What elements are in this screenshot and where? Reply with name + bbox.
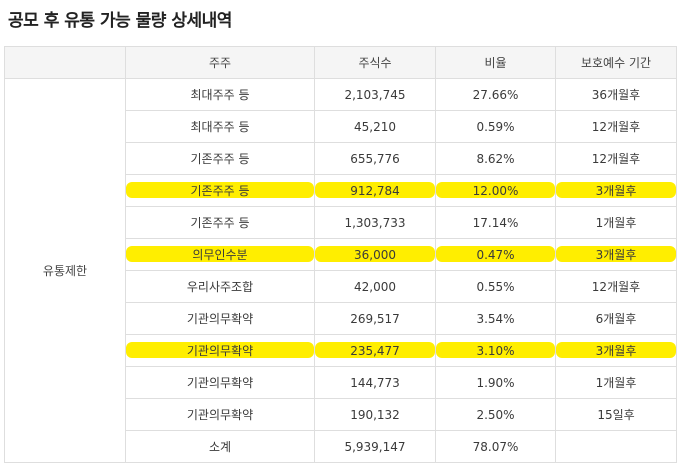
holder-cell: 기관의무확약: [125, 366, 315, 399]
shares-cell: 36,000: [314, 238, 436, 271]
shares-cell: 1,303,733: [314, 206, 436, 239]
shares-cell: 2,103,745: [314, 78, 436, 111]
period-cell: 6개월후: [555, 302, 677, 335]
table-header-row: 주주 주식수 비율 보호예수 기간: [4, 46, 677, 79]
shares-cell: 42,000: [314, 270, 436, 303]
table-row: 기존주주 등 655,776 8.62% 12개월후: [5, 142, 677, 175]
ratio-cell: 12.00%: [435, 174, 556, 207]
holder-cell: 기존주주 등: [125, 142, 315, 175]
shares-cell: 235,477: [314, 334, 436, 367]
holder-cell: 소계: [125, 430, 315, 463]
shares-cell: 655,776: [314, 142, 436, 175]
header-group: [4, 46, 126, 79]
ratio-cell: 1.90%: [435, 366, 556, 399]
ratio-cell: 0.55%: [435, 270, 556, 303]
period-cell: 12개월후: [555, 110, 677, 143]
page-title: 공모 후 유통 가능 물량 상세내역: [8, 11, 232, 31]
table-row: 우리사주조합 42,000 0.55% 12개월후: [5, 270, 677, 303]
ratio-cell: 17.14%: [435, 206, 556, 239]
ratio-cell: 27.66%: [435, 78, 556, 111]
header-period: 보호예수 기간: [555, 46, 677, 79]
shares-cell-text: 36,000: [354, 247, 396, 262]
table-row: 기관의무확약 144,773 1.90% 1개월후: [5, 366, 677, 399]
period-cell: 15일후: [555, 398, 677, 431]
table-row: 유통제한 최대주주 등 2,103,745 27.66% 36개월후: [4, 78, 677, 463]
ratio-cell: 8.62%: [435, 142, 556, 175]
shares-cell: 269,517: [314, 302, 436, 335]
period-cell-text: 3개월후: [595, 248, 637, 262]
holder-cell-text: 기관의무확약: [186, 344, 254, 358]
holder-cell: 기존주주 등: [125, 174, 315, 207]
ratio-cell-text: 3.10%: [476, 343, 515, 358]
period-cell: 3개월후: [555, 334, 677, 367]
ratio-cell: 0.47%: [435, 238, 556, 271]
shares-cell-text: 912,784: [350, 183, 400, 198]
header-shares: 주식수: [314, 46, 436, 79]
period-cell: 12개월후: [555, 142, 677, 175]
shares-cell: 190,132: [314, 398, 436, 431]
shares-cell: 912,784: [314, 174, 436, 207]
table-row: 기관의무확약 190,132 2.50% 15일후: [5, 398, 677, 431]
shares-cell: 5,939,147: [314, 430, 436, 463]
shares-cell: 144,773: [314, 366, 436, 399]
holder-cell-text: 기존주주 등: [190, 184, 250, 198]
holder-cell-text: 의무인수분: [192, 248, 248, 262]
ratio-cell: 3.10%: [435, 334, 556, 367]
ratio-cell: 3.54%: [435, 302, 556, 335]
period-cell: 3개월후: [555, 238, 677, 271]
holder-cell: 최대주주 등: [125, 78, 315, 111]
shares-cell: 45,210: [314, 110, 436, 143]
holder-cell: 기관의무확약: [125, 334, 315, 367]
holder-cell: 의무인수분: [125, 238, 315, 271]
period-cell-text: 3개월후: [595, 344, 637, 358]
holder-cell: 기관의무확약: [125, 302, 315, 335]
table-row: 기관의무확약 269,517 3.54% 6개월후: [5, 302, 677, 335]
ratio-cell: 0.59%: [435, 110, 556, 143]
period-cell: 3개월후: [555, 174, 677, 207]
period-cell: 12개월후: [555, 270, 677, 303]
period-cell: 36개월후: [555, 78, 677, 111]
period-cell: 1개월후: [555, 366, 677, 399]
table-row: 최대주주 등 45,210 0.59% 12개월후: [5, 110, 677, 143]
holder-cell: 최대주주 등: [125, 110, 315, 143]
ratio-cell-text: 0.47%: [476, 247, 515, 262]
group-cell: 유통제한: [4, 78, 126, 463]
shares-cell-text: 235,477: [350, 343, 400, 358]
period-cell: [555, 430, 677, 463]
header-holder: 주주: [125, 46, 315, 79]
ratio-cell: 2.50%: [435, 398, 556, 431]
holder-cell: 기존주주 등: [125, 206, 315, 239]
period-cell: 1개월후: [555, 206, 677, 239]
lockup-table: 주주 주식수 비율 보호예수 기간 유통제한 최대주주 등 2,103,745 27.…: [4, 46, 677, 463]
table-row: 기존주주 등 1,303,733 17.14% 1개월후: [5, 206, 677, 239]
period-cell-text: 3개월후: [595, 184, 637, 198]
header-ratio: 비율: [435, 46, 556, 79]
holder-cell: 우리사주조합: [125, 270, 315, 303]
ratio-cell: 78.07%: [435, 430, 556, 463]
ratio-cell-text: 12.00%: [472, 183, 519, 198]
holder-cell: 기관의무확약: [125, 398, 315, 431]
